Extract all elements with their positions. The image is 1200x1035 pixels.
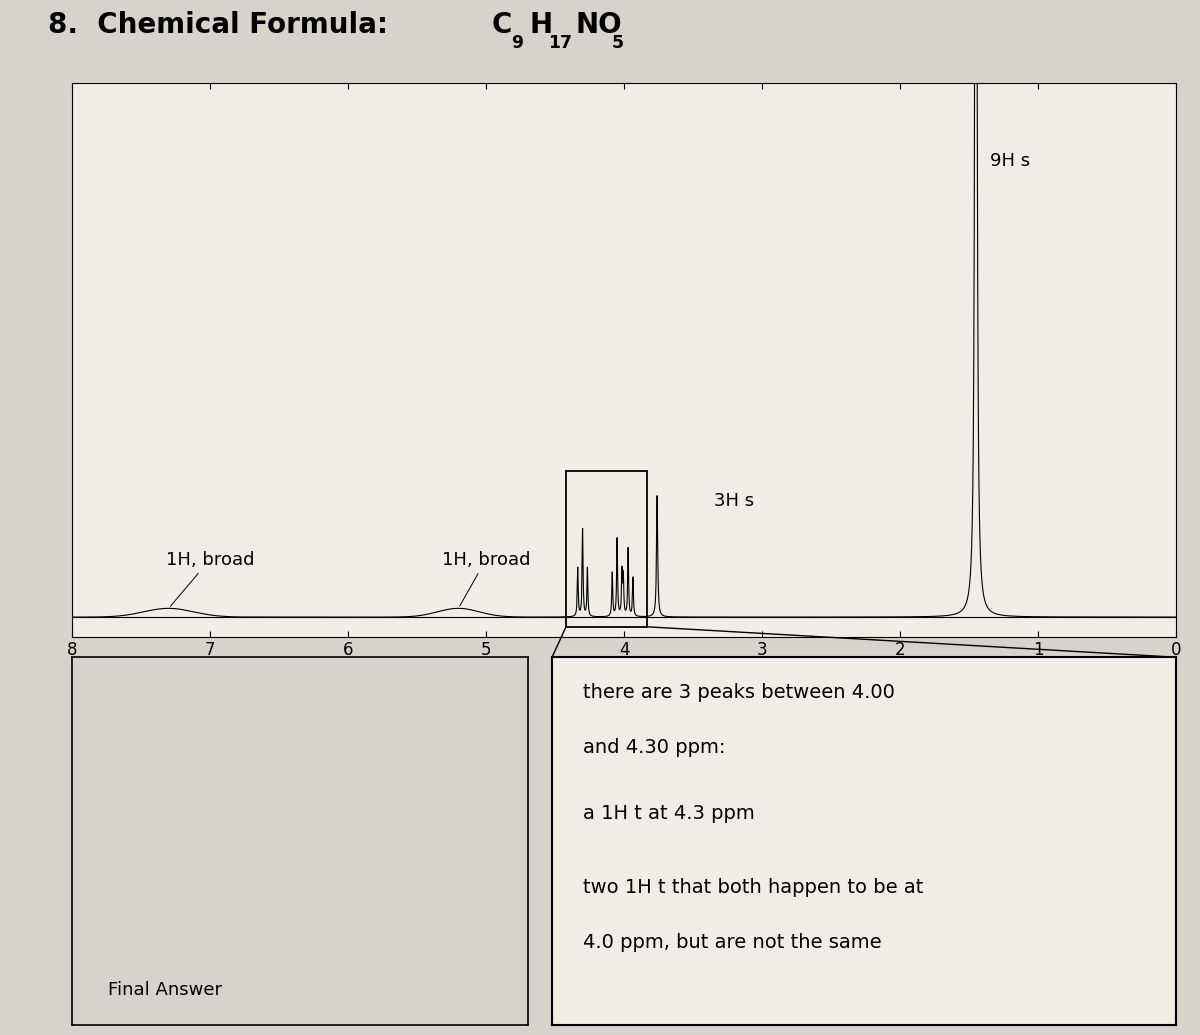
Text: 8.  Chemical Formula:: 8. Chemical Formula:: [48, 10, 397, 39]
Text: 17: 17: [548, 34, 572, 52]
Text: and 4.30 ppm:: and 4.30 ppm:: [583, 738, 726, 757]
Text: two 1H t that both happen to be at: two 1H t that both happen to be at: [583, 878, 924, 896]
Text: H: H: [529, 10, 552, 39]
Text: there are 3 peaks between 4.00: there are 3 peaks between 4.00: [583, 683, 895, 702]
Text: 1H, broad: 1H, broad: [442, 551, 530, 605]
Text: NO: NO: [576, 10, 623, 39]
Text: Final Answer: Final Answer: [108, 981, 222, 999]
Text: 3H s: 3H s: [714, 493, 755, 510]
Text: a 1H t at 4.3 ppm: a 1H t at 4.3 ppm: [583, 804, 755, 823]
Text: 9H s: 9H s: [990, 152, 1031, 170]
Text: 5: 5: [612, 34, 624, 52]
Text: 4.0 ppm, but are not the same: 4.0 ppm, but are not the same: [583, 933, 882, 952]
Text: 1H, broad: 1H, broad: [166, 551, 254, 607]
Text: C: C: [492, 10, 512, 39]
Text: 9: 9: [511, 34, 523, 52]
Bar: [566, 471, 648, 627]
Text: PPM: PPM: [604, 660, 644, 680]
